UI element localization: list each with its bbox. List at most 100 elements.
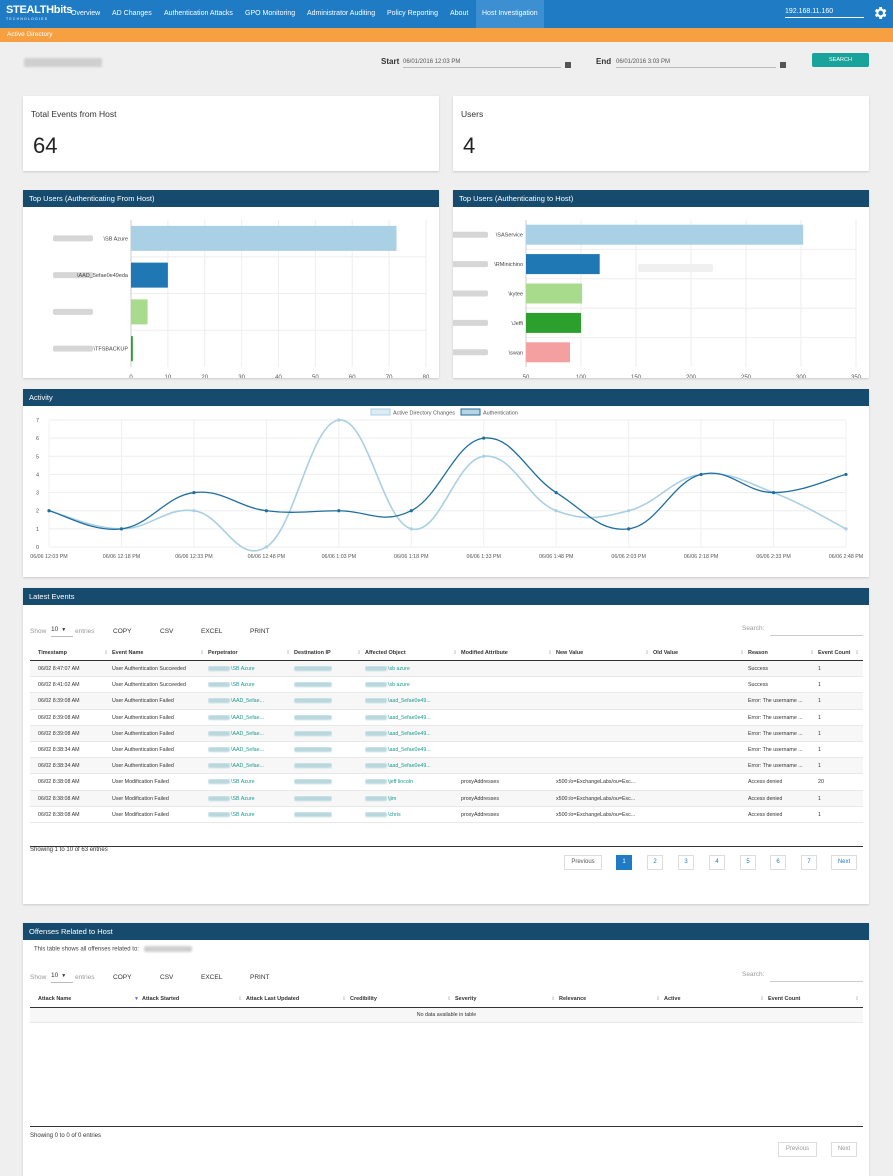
table-cell[interactable]: \sb azure	[365, 666, 410, 672]
sort-icon[interactable]: ⇕	[200, 650, 205, 656]
search-input[interactable]	[770, 635, 863, 636]
column-header[interactable]: Destination IP	[294, 650, 331, 656]
table-row[interactable]: 06/02 8:38:08 AM User Modification Failed…	[30, 774, 863, 791]
gear-icon[interactable]	[872, 5, 888, 21]
table-row[interactable]: 06/02 8:38:34 AM User Authentication Fail…	[30, 758, 863, 775]
table-cell[interactable]: \chris	[365, 812, 401, 818]
print-button[interactable]: PRINT	[250, 628, 270, 635]
sort-desc-icon[interactable]: ▼	[134, 996, 139, 1002]
column-header[interactable]: Attack Started	[142, 996, 180, 1002]
table-cell[interactable]: \SB Azure	[208, 779, 255, 785]
table-cell[interactable]: \AAD_5efae...	[208, 747, 264, 753]
page-4-button[interactable]: 4	[709, 855, 725, 870]
nav-authentication-attacks[interactable]: Authentication Attacks	[164, 10, 233, 17]
sort-icon[interactable]: ⇕	[656, 996, 661, 1002]
nav-ad-changes[interactable]: AD Changes	[112, 10, 152, 17]
column-header[interactable]: Timestamp	[38, 650, 67, 656]
nav-administrator-auditing[interactable]: Administrator Auditing	[307, 10, 376, 17]
nav-gpo-monitoring[interactable]: GPO Monitoring	[245, 10, 296, 17]
column-header[interactable]: Modified Attribute	[461, 650, 508, 656]
sort-icon[interactable]: ⇕	[645, 650, 650, 656]
table-row[interactable]: 06/02 8:39:08 AM User Authentication Fail…	[30, 725, 863, 742]
nav-policy-reporting[interactable]: Policy Reporting	[387, 10, 438, 17]
column-header[interactable]: Severity	[455, 996, 477, 1002]
sort-icon[interactable]: ⇕	[551, 996, 556, 1002]
page-5-button[interactable]: 5	[740, 855, 756, 870]
column-header[interactable]: Event Count	[818, 650, 851, 656]
page-6-button[interactable]: 6	[770, 855, 786, 870]
end-date-input[interactable]: 06/01/2016 3:03 PM	[616, 59, 776, 68]
sort-icon[interactable]: ⇕	[104, 650, 109, 656]
sort-icon[interactable]: ⇕	[855, 996, 860, 1002]
table-cell[interactable]: \aad_5efae0e49...	[365, 715, 431, 721]
column-header[interactable]: Relevance	[559, 996, 587, 1002]
previous-button[interactable]: Previous	[778, 1142, 817, 1157]
sort-icon[interactable]: ⇕	[740, 650, 745, 656]
page-1-button[interactable]: 1	[616, 855, 632, 870]
page-3-button[interactable]: 3	[678, 855, 694, 870]
sort-icon[interactable]: ⇕	[286, 650, 291, 656]
table-cell[interactable]: \SB Azure	[208, 682, 255, 688]
table-cell[interactable]: \jim	[365, 796, 396, 802]
sort-icon[interactable]: ⇕	[855, 650, 860, 656]
table-cell[interactable]: \SB Azure	[208, 812, 255, 818]
sort-icon[interactable]: ⇕	[357, 650, 362, 656]
table-cell[interactable]: \sb azure	[365, 682, 410, 688]
csv-button[interactable]: CSV	[160, 628, 174, 635]
table-cell[interactable]: \aad_5efae0e49...	[365, 698, 431, 704]
column-header[interactable]: Perpetrator	[208, 650, 238, 656]
column-header[interactable]: Event Name	[112, 650, 144, 656]
table-row[interactable]: 06/02 8:39:08 AM User Authentication Fail…	[30, 709, 863, 726]
table-row[interactable]: 06/02 8:47:07 AM User Authentication Succ…	[30, 661, 863, 678]
column-header[interactable]: Credibility	[350, 996, 377, 1002]
page-2-button[interactable]: 2	[647, 855, 663, 870]
column-header[interactable]: Active	[664, 996, 681, 1002]
csv-button[interactable]: CSV	[160, 974, 174, 981]
sort-icon[interactable]: ⇕	[342, 996, 347, 1002]
column-header[interactable]: Affected Object	[365, 650, 406, 656]
sort-icon[interactable]: ⇕	[238, 996, 243, 1002]
entries-select[interactable]: 10 ▼	[51, 626, 73, 637]
copy-button[interactable]: COPY	[113, 974, 132, 981]
print-button[interactable]: PRINT	[250, 974, 270, 981]
sort-icon[interactable]: ⇕	[810, 650, 815, 656]
copy-button[interactable]: COPY	[113, 628, 132, 635]
column-header[interactable]: Attack Last Updated	[246, 996, 300, 1002]
sort-icon[interactable]: ⇕	[548, 650, 553, 656]
previous-button[interactable]: Previous	[564, 855, 602, 870]
sort-icon[interactable]: ⇕	[453, 650, 458, 656]
brand-logo[interactable]: STEALTHbits TECHNOLOGIES	[6, 4, 72, 21]
nav-overview[interactable]: Overview	[71, 10, 101, 17]
column-header[interactable]: New Value	[556, 650, 584, 656]
table-cell[interactable]: \SB Azure	[208, 666, 255, 672]
column-header[interactable]: Attack Name	[38, 996, 72, 1002]
excel-button[interactable]: EXCEL	[201, 628, 223, 635]
sort-icon[interactable]: ⇕	[447, 996, 452, 1002]
next-button[interactable]: Next	[831, 855, 857, 870]
nav-host-investigation[interactable]: Host Investigation	[476, 0, 544, 28]
table-cell[interactable]: \jeff lincoln	[365, 779, 413, 785]
table-cell[interactable]: \aad_5efae0e49...	[365, 731, 431, 737]
calendar-icon[interactable]	[780, 62, 786, 68]
calendar-icon[interactable]	[565, 62, 571, 68]
table-row[interactable]: 06/02 8:38:34 AM User Authentication Fail…	[30, 741, 863, 759]
search-button[interactable]: SEARCH	[812, 53, 869, 67]
nav-about[interactable]: About	[450, 10, 469, 17]
start-date-input[interactable]: 06/01/2016 12:03 PM	[403, 59, 561, 68]
table-cell[interactable]: \aad_5efae0e49...	[365, 763, 431, 769]
next-button[interactable]: Next	[831, 1142, 857, 1157]
table-cell[interactable]: \SB Azure	[208, 796, 255, 802]
page-7-button[interactable]: 7	[801, 855, 817, 870]
excel-button[interactable]: EXCEL	[201, 974, 223, 981]
sort-icon[interactable]: ⇕	[760, 996, 765, 1002]
table-row[interactable]: 06/02 8:39:08 AM User Authentication Fail…	[30, 693, 863, 710]
table-cell[interactable]: \AAD_5efae...	[208, 763, 264, 769]
table-row[interactable]: 06/02 8:41:02 AM User Authentication Succ…	[30, 677, 863, 694]
ip-address-input[interactable]: 192.168.11.160	[785, 8, 864, 18]
table-row[interactable]: 06/02 8:38:08 AM User Modification Failed…	[30, 806, 863, 823]
column-header[interactable]: Old Value	[653, 650, 679, 656]
search-input[interactable]	[770, 981, 863, 982]
table-cell[interactable]: \AAD_5efae...	[208, 731, 264, 737]
table-row[interactable]: 06/02 8:38:08 AM User Modification Failed…	[30, 790, 863, 807]
column-header[interactable]: Reason	[748, 650, 768, 656]
